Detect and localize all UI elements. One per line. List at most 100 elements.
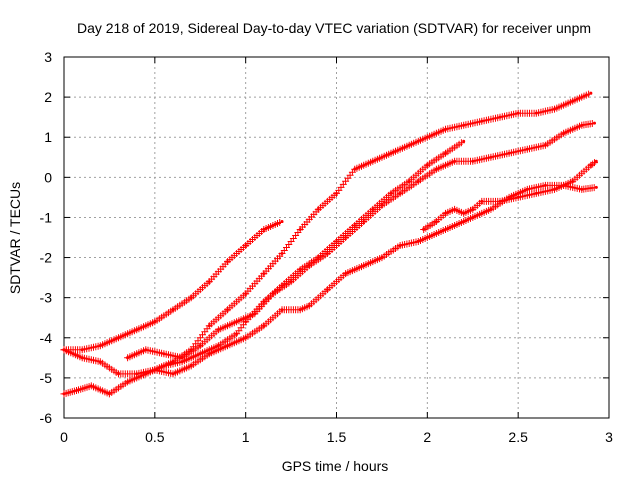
data-point (289, 280, 293, 284)
data-point (425, 163, 429, 167)
data-point (422, 227, 426, 231)
data-point (471, 215, 475, 219)
data-point (543, 183, 547, 187)
data-point (489, 155, 493, 159)
data-point (80, 356, 84, 360)
data-point (80, 348, 84, 352)
data-point (98, 344, 102, 348)
data-point (298, 308, 302, 312)
series-markers (60, 90, 593, 378)
data-point (89, 384, 93, 388)
data-point (244, 292, 248, 296)
data-point (198, 344, 202, 348)
data-point (516, 195, 520, 199)
data-point (344, 236, 348, 239)
data-point (498, 115, 502, 119)
data-point (444, 151, 447, 155)
data-point (226, 308, 229, 312)
y-tick-label: -2 (40, 250, 53, 266)
data-point (371, 207, 375, 211)
y-tick-label: 3 (44, 49, 52, 65)
data-point (216, 344, 220, 348)
data-point (62, 392, 66, 396)
data-point (180, 356, 184, 360)
data-point (335, 191, 338, 195)
data-point (298, 227, 302, 231)
data-point (171, 372, 175, 376)
data-point (534, 191, 538, 195)
data-point (235, 320, 239, 324)
data-point (534, 111, 538, 115)
data-point (98, 360, 102, 364)
y-tick-label: 2 (44, 89, 52, 105)
data-point (298, 268, 302, 272)
data-point (207, 352, 211, 356)
data-point (353, 167, 357, 171)
y-tick-label: -4 (40, 330, 53, 346)
data-point (407, 179, 411, 183)
data-point (594, 159, 598, 163)
data-point (471, 159, 475, 163)
x-tick-label: 1.5 (327, 429, 347, 445)
data-series (60, 90, 598, 398)
data-point (571, 179, 575, 183)
data-point (592, 121, 596, 125)
data-point (198, 352, 202, 356)
data-point (216, 328, 220, 332)
data-point (489, 207, 493, 211)
data-point (434, 231, 438, 235)
y-tick-label: 0 (44, 169, 52, 185)
data-point (389, 151, 393, 155)
data-point (471, 207, 475, 211)
data-point (425, 135, 429, 139)
y-tick-label: -6 (40, 410, 53, 426)
data-point (235, 332, 239, 336)
y-tick-label: -5 (40, 370, 53, 386)
data-point (226, 260, 229, 264)
data-point (589, 163, 593, 167)
data-point (362, 219, 366, 223)
data-point (189, 296, 193, 300)
data-point (516, 111, 520, 115)
data-point (153, 320, 157, 324)
data-point (344, 272, 348, 276)
data-point (480, 119, 484, 123)
data-point (135, 328, 139, 332)
data-point (107, 392, 111, 396)
data-point (389, 191, 393, 195)
data-point (416, 179, 420, 183)
data-point (280, 308, 284, 312)
x-tick-labels: 0 0.5 1 1.5 2 2.5 3 (60, 429, 613, 445)
data-point (117, 336, 120, 340)
data-point (580, 123, 584, 127)
data-point (135, 372, 139, 376)
series-track-6 (420, 159, 598, 233)
data-point (325, 252, 329, 256)
data-point (162, 364, 166, 368)
x-tick-label: 0.5 (145, 429, 165, 445)
series-track-2 (60, 90, 593, 378)
data-point (416, 240, 420, 244)
data-point (126, 356, 130, 360)
data-point (589, 91, 593, 95)
data-point (307, 304, 311, 308)
data-point (335, 240, 338, 244)
x-tick-label: 1 (242, 429, 250, 445)
data-point (398, 244, 402, 248)
x-tick-label: 3 (605, 429, 613, 445)
x-axis-label: GPS time / hours (282, 458, 389, 474)
data-point (434, 167, 438, 171)
y-tick-label: -3 (40, 290, 53, 306)
data-point (444, 211, 447, 215)
data-point (262, 324, 266, 328)
data-point (207, 324, 211, 328)
x-tick-label: 2.5 (508, 429, 528, 445)
data-point (380, 203, 384, 207)
data-point (353, 223, 357, 227)
x-tick-label: 0 (60, 429, 68, 445)
data-point (98, 388, 102, 392)
data-point (480, 199, 484, 203)
data-point (543, 143, 547, 147)
data-point (434, 219, 438, 223)
